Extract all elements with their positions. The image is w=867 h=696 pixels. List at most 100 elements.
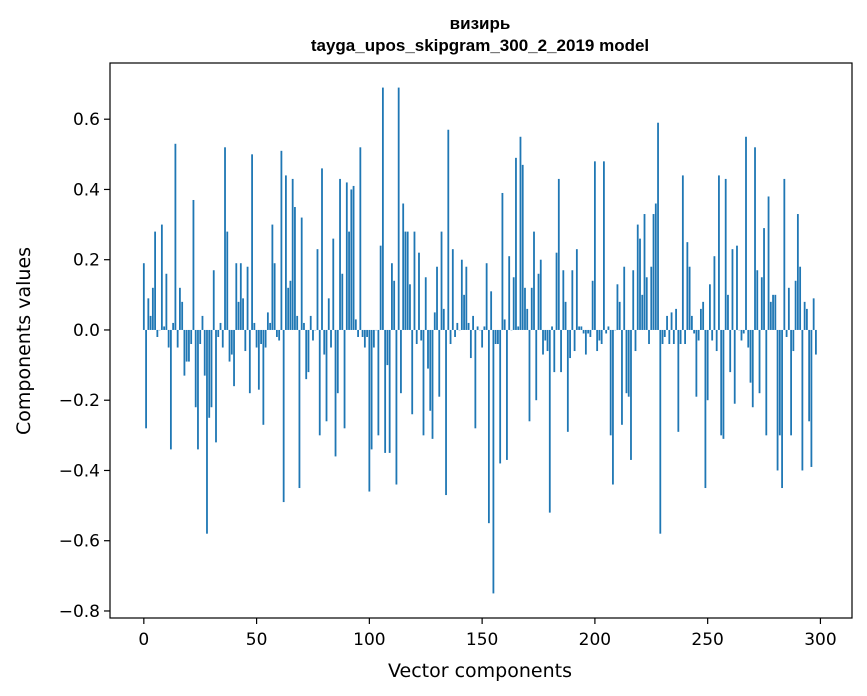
bar-254 xyxy=(715,329,718,352)
bar-238 xyxy=(679,329,682,345)
bar-117 xyxy=(406,231,409,330)
bar-236 xyxy=(675,308,677,330)
bar-298 xyxy=(815,329,817,355)
bar-81 xyxy=(325,329,328,422)
bar-71 xyxy=(303,322,305,330)
bar-273 xyxy=(758,329,761,394)
bar-63 xyxy=(285,175,287,330)
bar-58 xyxy=(273,263,276,330)
bar-55 xyxy=(266,312,269,330)
bar-37 xyxy=(226,231,229,330)
bar-13 xyxy=(172,322,175,330)
bar-68 xyxy=(296,315,299,330)
bar-52 xyxy=(260,329,262,345)
bar-201 xyxy=(596,329,599,352)
bar-72 xyxy=(305,329,308,380)
bar-132 xyxy=(440,231,443,330)
bar-240 xyxy=(684,329,686,345)
bar-291 xyxy=(799,266,802,330)
bar-278 xyxy=(769,301,772,330)
bar-255 xyxy=(718,175,720,330)
bar-212 xyxy=(621,329,623,425)
bar-189 xyxy=(569,329,571,359)
bar-66 xyxy=(291,178,294,330)
bar-21 xyxy=(190,329,193,345)
bar-156 xyxy=(494,329,497,345)
bar-176 xyxy=(539,259,542,330)
bar-112 xyxy=(395,329,398,485)
bar-51 xyxy=(257,329,260,390)
bar-204 xyxy=(603,161,605,330)
bar-146 xyxy=(472,315,474,330)
bar-215 xyxy=(627,329,630,397)
bar-98 xyxy=(363,329,366,348)
bar-127 xyxy=(429,329,432,411)
bar-247 xyxy=(699,308,702,330)
bar-193 xyxy=(578,326,580,330)
bar-49 xyxy=(253,322,256,330)
bar-161 xyxy=(506,329,508,460)
bar-65 xyxy=(289,280,292,330)
x-tick-label-2: 100 xyxy=(353,630,385,650)
bar-30 xyxy=(210,329,213,408)
bar-229 xyxy=(659,329,662,534)
bar-220 xyxy=(639,238,641,330)
bar-34 xyxy=(219,322,222,330)
bar-152 xyxy=(485,263,488,330)
y-tick-label-7: 0.6 xyxy=(73,110,100,130)
bar-36 xyxy=(224,147,226,330)
bar-124 xyxy=(422,329,425,436)
bar-77 xyxy=(316,249,319,330)
bar-54 xyxy=(264,329,267,348)
bar-3 xyxy=(149,315,152,330)
bar-210 xyxy=(616,284,619,330)
y-axis: −0.8 −0.6 −0.4 −0.2 0.0 0.2 0.4 0.6 xyxy=(59,110,110,622)
bar-276 xyxy=(765,329,768,436)
bar-286 xyxy=(787,287,790,330)
bar-272 xyxy=(756,270,759,330)
bar-41 xyxy=(235,263,238,330)
bar-246 xyxy=(697,329,700,341)
bar-269 xyxy=(749,329,752,383)
bar-115 xyxy=(402,203,405,330)
bar-137 xyxy=(451,249,454,330)
bar-84 xyxy=(332,238,335,330)
bar-249 xyxy=(704,329,707,489)
bar-4 xyxy=(151,287,154,330)
bar-2 xyxy=(147,298,150,330)
bar-169 xyxy=(524,287,526,330)
bar-138 xyxy=(454,329,456,337)
bar-166 xyxy=(517,326,520,330)
bar-73 xyxy=(307,329,310,373)
bar-91 xyxy=(348,231,350,330)
bar-235 xyxy=(672,329,675,345)
bar-259 xyxy=(727,294,729,330)
x-tick-label-4: 200 xyxy=(579,630,611,650)
bar-150 xyxy=(481,329,484,348)
bar-129 xyxy=(433,312,436,330)
bar-126 xyxy=(427,329,429,369)
bar-106 xyxy=(381,87,384,330)
bar-series xyxy=(142,87,817,594)
bar-46 xyxy=(246,266,249,330)
bar-173 xyxy=(533,231,535,330)
bar-175 xyxy=(537,273,540,330)
bar-180 xyxy=(548,329,551,513)
bar-116 xyxy=(404,231,407,330)
bar-26 xyxy=(201,315,204,330)
bar-16 xyxy=(179,287,181,330)
bar-233 xyxy=(668,329,671,345)
bar-79 xyxy=(321,168,323,330)
bar-142 xyxy=(463,294,465,330)
bar-184 xyxy=(557,178,560,330)
bar-297 xyxy=(812,298,815,330)
chart-subtitle: tayga_upos_skipgram_300_2_2019 model xyxy=(311,36,649,55)
bar-111 xyxy=(393,280,396,330)
bar-69 xyxy=(298,329,301,489)
bar-200 xyxy=(593,161,596,330)
y-tick-label-5: 0.2 xyxy=(73,251,100,271)
bar-242 xyxy=(688,266,691,330)
bar-216 xyxy=(630,329,632,460)
bar-293 xyxy=(803,301,806,330)
